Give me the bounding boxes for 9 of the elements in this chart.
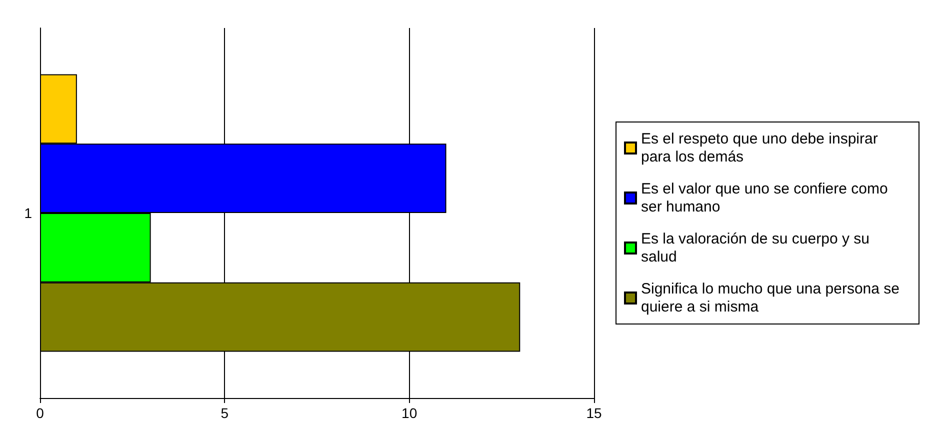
legend-label: Significa lo mucho que una persona se quiere a si misma [641,280,904,316]
y-tick-label: 1 [24,205,32,221]
x-tick-label: 0 [36,405,44,421]
x-tick-label: 5 [220,405,229,421]
x-tick-label: 10 [402,405,418,421]
legend-label: Es el valor que uno se confiere como ser humano [641,180,892,216]
legend-label: Es la valoración de su cuerpo y su salud [641,230,874,266]
x-tick-label: 15 [586,405,602,421]
legend-label: Es el respeto que uno debe inspirar para los demás [641,130,882,166]
